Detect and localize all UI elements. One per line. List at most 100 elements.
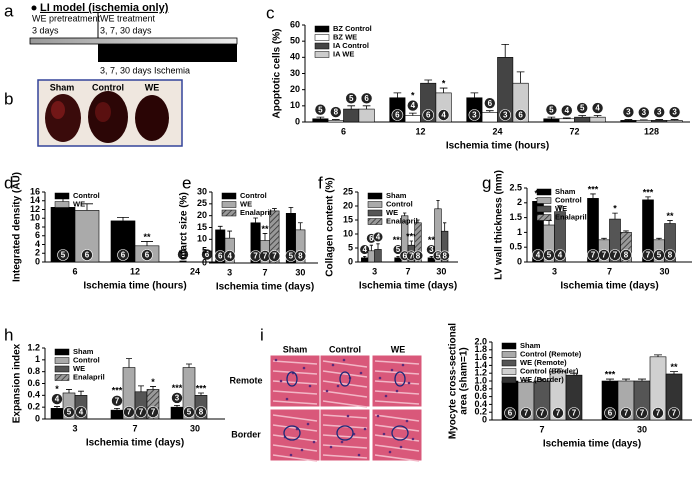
x-tick-label: 7 [262, 267, 267, 277]
error-bar [612, 212, 618, 220]
y-tick-label: 0 [348, 256, 353, 266]
n-badge [75, 406, 87, 418]
nucleus [363, 427, 367, 431]
y-tick-label: 0.4 [27, 390, 40, 400]
bullet [31, 5, 37, 11]
legend-label: Enalapril [73, 372, 105, 381]
x-tick-label: 7 [539, 424, 544, 434]
n-badge [111, 395, 123, 407]
x-tick-label: 30 [190, 423, 200, 433]
error-bar [409, 240, 413, 246]
bar [427, 257, 435, 263]
error-bar [601, 237, 607, 240]
nucleus [331, 363, 335, 367]
n-label: 7 [602, 251, 607, 260]
nucleus [308, 384, 312, 388]
bar [635, 120, 652, 123]
legend-label: WE (Border) [520, 375, 564, 384]
x-axis-title: Ischemia time (days) [359, 281, 457, 292]
y-tick-label: 0.8 [27, 366, 40, 376]
n-label: 4 [411, 101, 416, 110]
n-label: 8 [416, 251, 421, 260]
error-bar [606, 378, 614, 381]
y-tick-label: 1 [35, 354, 40, 364]
n-badge [591, 102, 604, 114]
n-badge [560, 104, 573, 117]
y-tick-label: 0 [482, 414, 487, 424]
y-tick-label: 10 [290, 100, 300, 110]
n-badge [422, 109, 435, 121]
nucleus [390, 368, 394, 372]
y-tick-label: 5 [348, 242, 353, 252]
n-label: 7 [640, 409, 645, 418]
error-bar [538, 378, 546, 381]
n-label: 6 [488, 99, 493, 108]
error-bar [645, 196, 651, 200]
y-tick-label: 14 [30, 195, 40, 205]
n-label: 7 [263, 252, 268, 261]
legend-swatch [54, 192, 70, 200]
heart [135, 95, 169, 141]
legend-label: BZ Control [333, 24, 372, 33]
x-axis-title: Ischemia time (hours) [83, 281, 186, 292]
legend-swatch [501, 351, 517, 358]
x-tick-label: 7 [405, 266, 410, 276]
image-label: WE [145, 82, 160, 92]
n-label: 6 [121, 251, 126, 260]
n-badge [545, 103, 558, 116]
tissue-streak [322, 380, 368, 388]
error-bar [393, 92, 402, 98]
n-label: 6 [364, 94, 369, 103]
n-badge [223, 250, 236, 262]
error-bar [396, 255, 400, 258]
tissue-streak [374, 414, 420, 422]
tissue-streak [374, 360, 420, 365]
error-bar [670, 119, 679, 121]
nucleus [346, 414, 350, 418]
legend-label: WE [240, 199, 252, 208]
y-tick-label: 16 [30, 186, 40, 196]
legend-swatch [501, 368, 517, 375]
bar [358, 108, 375, 123]
error-bar [363, 255, 367, 258]
panel-letter: b [4, 89, 13, 108]
legend-label: Sham [386, 191, 407, 200]
n-label: 5 [318, 105, 323, 114]
n-badge [147, 406, 159, 418]
tissue-streak [374, 454, 420, 462]
nucleus [376, 414, 380, 418]
n-label: 7 [646, 251, 651, 260]
nucleus [388, 450, 392, 454]
x-tick-label: 12 [415, 126, 425, 136]
tissue-streak [322, 360, 368, 368]
legend-label: WE [386, 208, 398, 217]
legend-label: IA Control [333, 41, 369, 50]
error-bar [654, 354, 662, 357]
bar [481, 112, 498, 123]
n-label: 4 [79, 408, 84, 417]
x-tick-label: 6 [341, 126, 346, 136]
error-bar [546, 220, 552, 225]
significance: ** [143, 232, 151, 242]
legend-swatch [54, 348, 70, 356]
y-tick-label: 0 [35, 413, 40, 423]
legend-label: Sham [520, 341, 541, 350]
n-label: 7 [524, 409, 529, 418]
bar [343, 108, 360, 123]
x-axis-title: Ischemia time (hours) [446, 141, 549, 152]
bar [589, 116, 606, 123]
n-label: 5 [396, 245, 401, 254]
y-tick-label: 0 [202, 257, 207, 267]
y-tick-label: 1.5 [509, 212, 522, 222]
bar [394, 257, 402, 263]
n-label: 7 [613, 251, 618, 260]
n-badge [135, 406, 147, 418]
y-tick-label: 15 [343, 214, 353, 224]
x-tick-label: 3 [72, 423, 77, 433]
bar [666, 120, 683, 123]
legend-label: WE [555, 204, 567, 213]
legend-swatch [501, 376, 517, 384]
bar [361, 257, 369, 263]
bar [312, 118, 329, 123]
error-bar [590, 193, 596, 199]
